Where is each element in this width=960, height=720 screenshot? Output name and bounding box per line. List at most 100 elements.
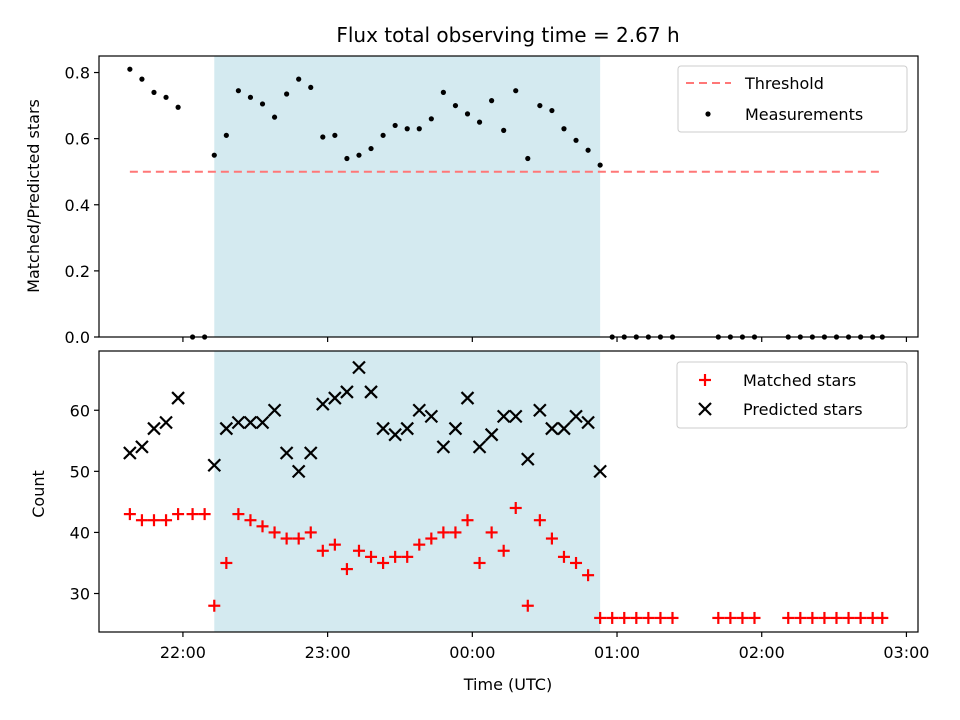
top-panel-frame <box>98 55 919 338</box>
measurement-point <box>597 162 603 168</box>
matched-point <box>123 508 136 521</box>
measurement-point <box>573 137 579 143</box>
measurement-point <box>163 94 169 100</box>
measurement-point <box>537 102 543 109</box>
predicted-point <box>508 409 523 424</box>
predicted-point <box>424 409 439 424</box>
matched-point <box>521 599 534 612</box>
matched-point <box>876 611 889 624</box>
matched-legend-marker <box>699 374 711 386</box>
matched-point <box>570 556 583 569</box>
matched-point <box>160 514 173 527</box>
matched-point <box>449 526 462 539</box>
matched-point <box>208 599 221 612</box>
matched-point <box>842 611 855 624</box>
matched-point <box>736 611 749 624</box>
matched-point <box>232 508 245 521</box>
matched-point <box>401 550 414 563</box>
predicted-point <box>545 421 559 436</box>
measurement-point <box>296 76 302 82</box>
matched-point <box>473 556 486 569</box>
bottom-panel-frame <box>98 350 919 633</box>
matched-point <box>806 611 819 624</box>
matched-point <box>748 611 761 624</box>
matched-point <box>244 514 257 527</box>
measurement-point <box>368 145 374 152</box>
measurement-point <box>271 114 278 120</box>
matched-point <box>328 538 341 551</box>
bottom-y-tick-label: 50 <box>70 462 90 481</box>
matched-point <box>147 514 160 527</box>
measurement-point <box>175 104 181 110</box>
matched-point <box>642 611 655 624</box>
top-panel-highlight-span <box>214 56 601 337</box>
matched-point <box>172 508 185 521</box>
matched-point <box>654 611 667 624</box>
predicted-point <box>472 440 487 454</box>
measurement-point <box>151 89 157 95</box>
top-y-tick-label: 0.0 <box>65 328 90 347</box>
matched-point <box>509 501 522 514</box>
measurement-point <box>320 134 326 140</box>
matched-point <box>666 611 679 624</box>
measurement-point <box>440 89 446 95</box>
x-tick-label: 01:00 <box>594 643 640 662</box>
chart-title: Flux total observing time = 2.67 h <box>336 23 679 47</box>
bottom-legend-frame <box>676 361 908 429</box>
matched-point <box>830 611 843 624</box>
measurement-point <box>332 132 338 138</box>
predicted-point <box>279 446 294 460</box>
predicted-point <box>291 464 306 479</box>
measurement-point <box>380 132 386 138</box>
matched-point <box>606 611 619 624</box>
x-tick-label: 22:00 <box>160 643 206 662</box>
measurement-point <box>211 152 217 158</box>
predicted-point <box>388 427 402 442</box>
matched-point <box>437 526 450 539</box>
matched-point <box>292 532 305 545</box>
measurement-point <box>308 84 314 91</box>
measurement-point <box>525 155 531 162</box>
measurement-point <box>247 94 254 100</box>
measurements-legend-marker <box>705 111 711 117</box>
predicted-point <box>340 385 354 399</box>
predicted-point <box>364 385 378 399</box>
measurement-point <box>127 66 133 72</box>
x-tick-label: 23:00 <box>305 643 351 662</box>
count-series <box>123 360 889 624</box>
measurement-point <box>392 122 398 129</box>
matched-point <box>340 563 353 576</box>
bottom-y-tick-label: 40 <box>70 523 90 542</box>
top-legend-frame <box>677 65 908 133</box>
predicted-point <box>581 415 595 430</box>
measurement-point <box>452 102 459 109</box>
top-legend: Threshold Measurements <box>677 65 908 133</box>
matched-point <box>545 532 558 545</box>
predicted-point <box>352 360 366 375</box>
top-y-tick-label: 0.2 <box>65 262 90 281</box>
top-y-tick-label: 0.6 <box>65 130 90 149</box>
threshold-legend-label: Threshold <box>744 74 824 93</box>
predicted-point <box>460 391 475 405</box>
matched-legend-label: Matched stars <box>743 371 856 390</box>
matched-point <box>618 611 631 624</box>
measurement-point <box>344 155 350 162</box>
matched-point <box>594 611 607 624</box>
matched-point <box>794 611 807 624</box>
top-y-axis-label: Matched/Predicted stars <box>24 99 43 293</box>
top-y-tick-label: 0.4 <box>65 196 90 215</box>
measurement-point <box>259 101 266 107</box>
predicted-point <box>569 409 583 424</box>
matched-point <box>533 514 546 527</box>
matched-point <box>557 550 570 563</box>
matched-point <box>461 514 474 527</box>
measurement-point <box>235 88 241 94</box>
predicted-point <box>303 446 318 460</box>
matched-point <box>304 526 317 539</box>
measurement-point <box>489 98 495 104</box>
measurement-point <box>585 147 591 153</box>
predicted-point <box>219 421 234 436</box>
x-tick-label: 02:00 <box>739 643 785 662</box>
predicted-point <box>171 391 185 405</box>
predicted-point <box>557 421 571 436</box>
